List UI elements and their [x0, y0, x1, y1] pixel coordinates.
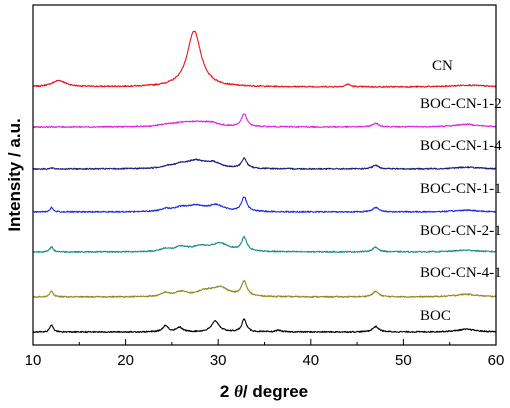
- series-labels: CN BOC-CN-1-2 BOC-CN-1-4 BOC-CN-1-1 BOC-CN-2…: [420, 58, 502, 324]
- series-traces: [32, 30, 497, 334]
- x-tick-label-50: 50: [395, 352, 412, 369]
- series-line-boc-cn-4-1: [32, 279, 497, 299]
- x-tick-label-40: 40: [302, 352, 319, 369]
- x-tick-label-20: 20: [117, 352, 134, 369]
- x-axis-label-main: 2: [220, 382, 234, 401]
- x-axis-ticks: 10 20 30 40 50 60: [25, 339, 505, 369]
- series-label-boc-cn-4-1: BOC-CN-4-1: [420, 265, 502, 281]
- series-label-boc-cn-1-2: BOC-CN-1-2: [420, 96, 502, 112]
- y-axis-label: Intensity / a.u.: [5, 118, 24, 231]
- series-line-boc: [32, 318, 497, 334]
- x-axis-label-rest: / degree: [243, 382, 308, 401]
- series-line-boc-cn-1-4: [32, 157, 497, 171]
- series-label-boc-cn-1-4: BOC-CN-1-4: [420, 138, 502, 154]
- series-line-cn: [32, 30, 497, 88]
- series-line-boc-cn-1-1: [32, 196, 497, 214]
- x-tick-label-60: 60: [488, 352, 505, 369]
- series-label-boc: BOC: [420, 308, 451, 324]
- series-label-boc-cn-2-1: BOC-CN-2-1: [420, 223, 502, 239]
- series-label-cn: CN: [432, 58, 453, 74]
- x-axis-label-theta: θ: [234, 382, 243, 401]
- x-tick-label-30: 30: [210, 352, 227, 369]
- series-label-boc-cn-1-1: BOC-CN-1-1: [420, 181, 502, 197]
- x-axis-label: 2 θ/ degree: [220, 382, 308, 401]
- series-line-boc-cn-1-2: [32, 113, 497, 129]
- series-line-boc-cn-2-1: [32, 235, 497, 254]
- plot-frame: [32, 4, 497, 346]
- x-tick-label-10: 10: [25, 352, 42, 369]
